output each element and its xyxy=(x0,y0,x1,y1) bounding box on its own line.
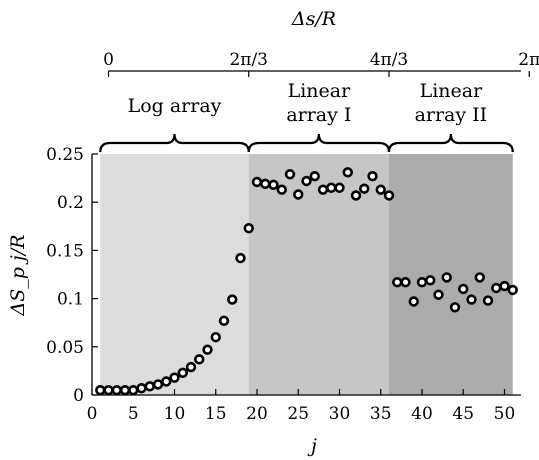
data-point xyxy=(458,283,469,295)
region-braces xyxy=(99,133,514,153)
region-1-background xyxy=(100,154,249,395)
data-point xyxy=(466,294,477,305)
data-point xyxy=(152,379,164,390)
data-point xyxy=(359,183,370,194)
x-tick-label: 45 xyxy=(452,404,474,424)
data-point xyxy=(119,384,131,396)
data-point xyxy=(309,170,320,182)
data-point xyxy=(425,275,436,286)
data-point xyxy=(342,167,353,178)
data-point xyxy=(111,384,122,396)
data-point xyxy=(293,189,304,200)
data-point xyxy=(474,272,485,283)
y-tick-label: 0.05 xyxy=(46,338,84,358)
data-point xyxy=(375,184,386,195)
x-tick-label: 40 xyxy=(411,404,433,424)
data-point xyxy=(367,170,378,182)
y-tick-label: 0.15 xyxy=(46,241,84,261)
top-tick-label: 4π/3 xyxy=(370,50,409,70)
data-point xyxy=(499,280,510,292)
y-axis-label-text: ΔS_p j/R xyxy=(7,234,29,316)
region-1-brace xyxy=(99,133,250,153)
data-point xyxy=(169,372,180,383)
data-point xyxy=(284,169,296,180)
data-point xyxy=(491,282,502,294)
data-point xyxy=(210,331,221,343)
data-point xyxy=(194,354,205,365)
top-axis-label: Δs/R xyxy=(291,8,336,30)
data-point xyxy=(408,296,419,307)
y-tick-label: 0.2 xyxy=(57,193,84,213)
data-point xyxy=(202,344,213,355)
data-point xyxy=(301,175,312,187)
x-tick-label: 5 xyxy=(128,404,139,424)
region-2-background xyxy=(248,154,389,395)
region-3-label: array II xyxy=(415,104,488,126)
data-point xyxy=(251,176,263,188)
region-1-label: Log array xyxy=(128,95,222,117)
region-3-brace xyxy=(387,133,514,153)
data-point xyxy=(268,179,279,191)
x-tick-label: 15 xyxy=(205,404,227,424)
data-point xyxy=(177,367,188,379)
data-point xyxy=(334,182,345,193)
y-axis-label: ΔS_p j/R xyxy=(7,234,29,316)
y-tick-label: 0.25 xyxy=(46,145,84,165)
data-point xyxy=(400,277,411,288)
data-point xyxy=(243,223,254,234)
x-tick-label: 50 xyxy=(494,404,516,424)
region-2-label: array I xyxy=(286,104,351,126)
axis-ticks: 0 5 10 15 20 25 30 35 40 45 50 0 0.05 0.1 0.15 0.2 0.25 0… xyxy=(46,50,539,424)
data-point xyxy=(276,184,287,195)
data-point xyxy=(136,383,147,394)
x-tick-label: 25 xyxy=(287,404,309,424)
data-point xyxy=(326,182,337,193)
data-point xyxy=(227,294,238,305)
y-tick-label: 0.1 xyxy=(57,290,84,310)
region-2-label: Linear xyxy=(288,80,352,102)
data-point xyxy=(383,190,395,201)
data-point xyxy=(144,381,155,392)
data-point xyxy=(260,178,271,190)
x-tick-label: 35 xyxy=(370,404,392,424)
data-point xyxy=(185,361,197,373)
top-tick-label: 0 xyxy=(103,50,114,70)
top-tick-label: 2π xyxy=(518,50,539,70)
data-point xyxy=(161,376,172,387)
region-3-label: Linear xyxy=(420,80,484,102)
data-point xyxy=(317,184,329,195)
data-point xyxy=(235,252,246,264)
data-point xyxy=(433,289,444,300)
axes xyxy=(91,70,521,396)
x-axis-label: j xyxy=(307,435,317,457)
data-point xyxy=(392,277,403,288)
data-point xyxy=(416,277,428,288)
data-point xyxy=(218,315,230,326)
data-point xyxy=(507,284,518,296)
region-2-brace xyxy=(247,133,391,153)
top-axis-label-text: Δs/R xyxy=(291,8,336,30)
data-point xyxy=(128,384,139,396)
data-point xyxy=(449,302,461,313)
data-points xyxy=(95,167,518,396)
x-tick-label: 30 xyxy=(329,404,351,424)
data-point xyxy=(350,190,362,201)
data-point xyxy=(482,295,494,306)
x-tick-label: 10 xyxy=(164,404,186,424)
x-tick-label: 20 xyxy=(246,404,268,424)
data-point xyxy=(103,384,114,396)
region-backgrounds xyxy=(100,154,513,395)
data-point xyxy=(441,272,452,283)
data-point xyxy=(95,384,106,396)
x-tick-label: 0 xyxy=(87,404,98,424)
top-tick-label: 2π/3 xyxy=(229,50,268,70)
y-tick-label: 0 xyxy=(73,386,84,406)
